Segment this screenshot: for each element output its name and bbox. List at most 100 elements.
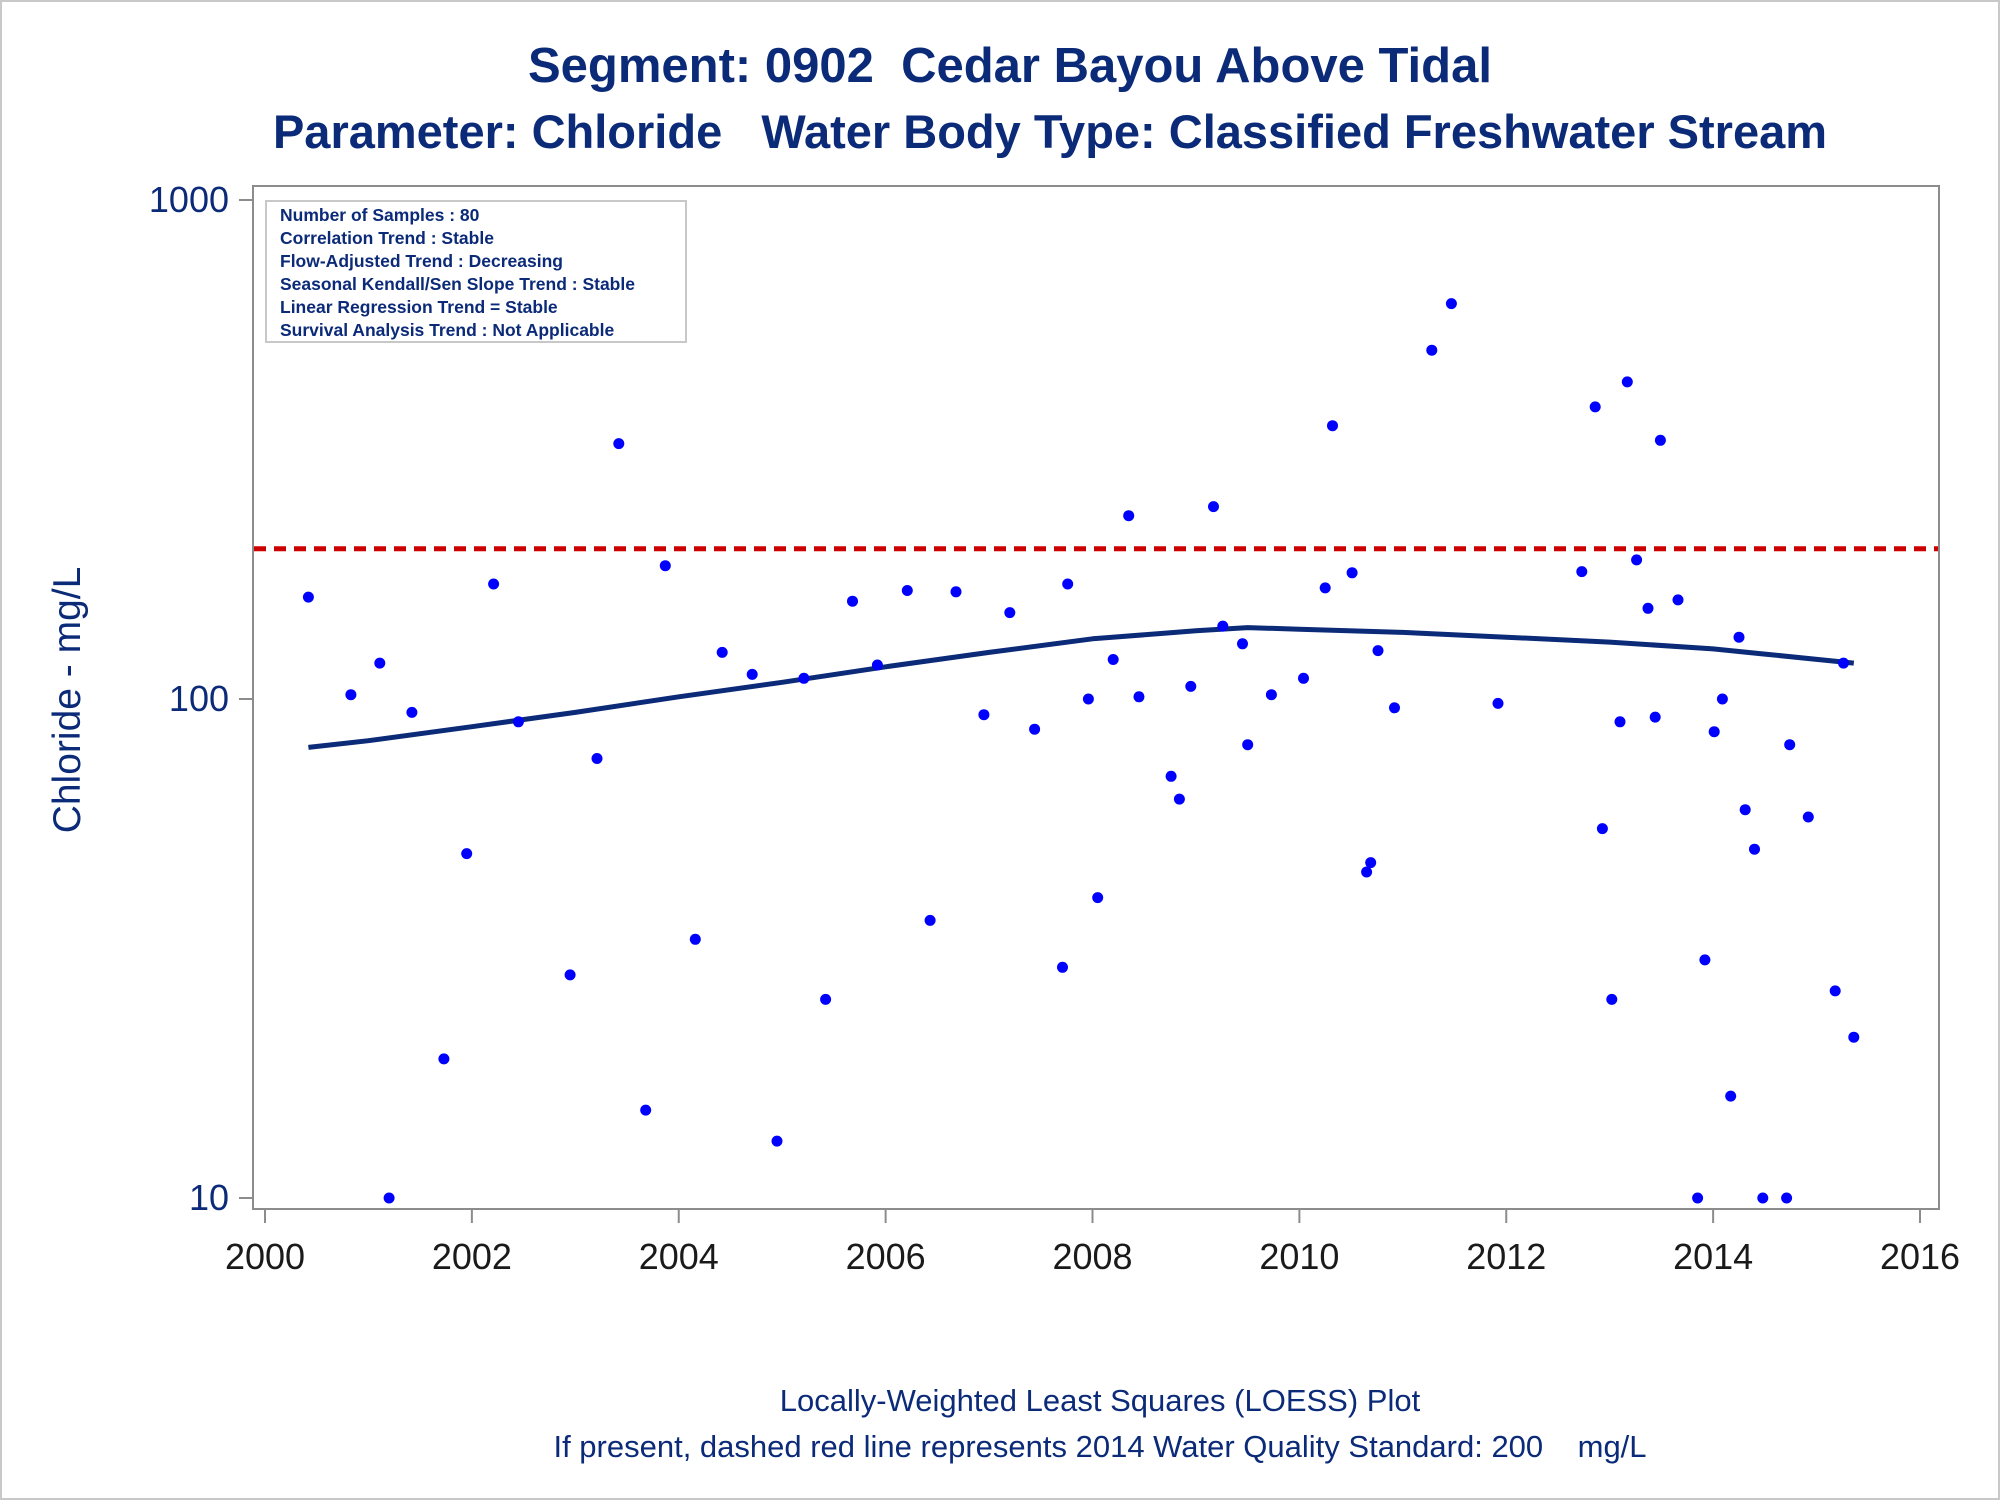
data-point-1 — [345, 689, 357, 701]
data-point-66 — [1699, 954, 1711, 966]
data-point-36 — [1173, 793, 1185, 805]
data-point-71 — [1739, 804, 1751, 816]
stats-line-survival: Survival Analysis Trend : Not Applicable — [280, 320, 614, 340]
data-point-16 — [746, 668, 758, 680]
data-point-35 — [1165, 770, 1177, 782]
data-point-74 — [1781, 1192, 1793, 1204]
data-point-52 — [1445, 298, 1457, 310]
data-point-50 — [1389, 702, 1400, 714]
data-point-75 — [1784, 739, 1796, 751]
data-point-46 — [1346, 567, 1358, 579]
data-point-15 — [716, 646, 728, 658]
data-point-4 — [406, 706, 418, 718]
x-tick-label-2016: 2016 — [1880, 1236, 1960, 1277]
data-point-41 — [1242, 739, 1254, 751]
x-tick-label-2014: 2014 — [1673, 1236, 1753, 1277]
data-point-62 — [1649, 711, 1661, 723]
chart-title: Segment: 0902 Cedar Bayou Above Tidal — [528, 39, 1492, 93]
data-point-77 — [1829, 985, 1841, 997]
data-point-76 — [1802, 811, 1814, 823]
data-point-61 — [1642, 602, 1654, 614]
data-point-5 — [438, 1053, 450, 1065]
data-point-55 — [1589, 401, 1601, 413]
data-point-28 — [1057, 961, 1068, 973]
chart-marks: 2000 2002 2004 2006 2008 2010 2012 2014 2016 10 10… — [149, 179, 1960, 1277]
stats-line-correlation: Correlation Trend : Stable — [280, 228, 494, 248]
data-point-10 — [591, 753, 603, 764]
x-tick-label-2008: 2008 — [1052, 1236, 1132, 1277]
data-point-53 — [1492, 697, 1504, 709]
stats-line-seasonal-kendall: Seasonal Kendall/Sen Slope Trend : Stabl… — [280, 274, 635, 294]
data-point-43 — [1298, 672, 1309, 684]
data-point-48 — [1365, 857, 1377, 869]
data-point-73 — [1757, 1192, 1769, 1204]
data-point-20 — [847, 595, 858, 607]
data-point-2 — [374, 657, 386, 669]
data-point-64 — [1672, 594, 1684, 606]
data-point-8 — [512, 716, 524, 728]
data-point-44 — [1319, 582, 1331, 594]
data-point-3 — [383, 1192, 395, 1204]
data-point-13 — [659, 560, 671, 572]
x-tick-label-2010: 2010 — [1259, 1236, 1339, 1277]
loess-line — [308, 625, 1855, 750]
data-point-17 — [771, 1135, 783, 1147]
data-point-32 — [1107, 654, 1119, 665]
data-point-79 — [1848, 1031, 1860, 1043]
data-point-25 — [978, 709, 990, 721]
stats-inset-box — [265, 200, 687, 343]
data-point-24 — [950, 586, 962, 598]
data-point-11 — [613, 438, 625, 450]
data-point-51 — [1426, 344, 1438, 356]
x-tick-label-2002: 2002 — [432, 1236, 512, 1277]
data-point-69 — [1725, 1090, 1737, 1102]
stats-line-linear-regression: Linear Regression Trend = Stable — [280, 297, 558, 317]
data-point-72 — [1749, 843, 1760, 855]
data-point-40 — [1237, 638, 1248, 650]
data-point-6 — [461, 848, 473, 860]
stats-line-flow-adjusted: Flow-Adjusted Trend : Decreasing — [280, 251, 563, 271]
data-point-56 — [1596, 823, 1608, 835]
y-tick-label-1000: 1000 — [149, 179, 229, 220]
data-point-22 — [901, 585, 913, 596]
data-point-45 — [1327, 420, 1338, 432]
data-point-38 — [1208, 501, 1219, 513]
data-point-26 — [1004, 607, 1016, 619]
data-point-39 — [1217, 620, 1229, 632]
data-point-47 — [1361, 866, 1373, 878]
data-point-42 — [1265, 689, 1277, 701]
x-tick-label-2004: 2004 — [639, 1236, 719, 1277]
data-point-49 — [1372, 645, 1384, 657]
data-point-23 — [924, 914, 936, 926]
y-axis-title: Chloride - mg/L — [46, 567, 89, 834]
data-point-67 — [1708, 726, 1720, 738]
data-point-9 — [564, 969, 576, 981]
data-point-63 — [1654, 434, 1666, 446]
data-point-7 — [488, 578, 500, 590]
data-point-0 — [302, 591, 314, 603]
chart-subtitle: Parameter: Chloride Water Body Type: Cla… — [272, 105, 1828, 158]
data-point-70 — [1733, 631, 1745, 643]
data-point-29 — [1062, 578, 1074, 590]
data-point-68 — [1716, 693, 1728, 705]
data-point-65 — [1692, 1192, 1704, 1204]
data-point-54 — [1576, 566, 1588, 578]
chart-footnote-standard: If present, dashed red line represents 2… — [553, 1429, 1647, 1464]
stats-line-samples: Number of Samples : 80 — [280, 205, 480, 225]
data-point-60 — [1631, 554, 1643, 566]
data-point-58 — [1614, 716, 1626, 728]
x-tick-label-2000: 2000 — [225, 1236, 305, 1277]
data-point-18 — [798, 672, 810, 684]
x-tick-label-2012: 2012 — [1466, 1236, 1546, 1277]
y-tick-label-10: 10 — [189, 1177, 229, 1218]
data-point-12 — [640, 1104, 652, 1116]
data-point-34 — [1133, 691, 1145, 703]
data-point-37 — [1185, 680, 1197, 692]
chart-footnote-method: Locally-Weighted Least Squares (LOESS) P… — [779, 1383, 1421, 1418]
data-point-30 — [1082, 693, 1094, 705]
data-point-78 — [1838, 657, 1849, 669]
data-point-27 — [1029, 723, 1041, 735]
stats-inset: Number of Samples : 80 Correlation Trend… — [265, 200, 687, 343]
data-point-31 — [1092, 892, 1104, 904]
